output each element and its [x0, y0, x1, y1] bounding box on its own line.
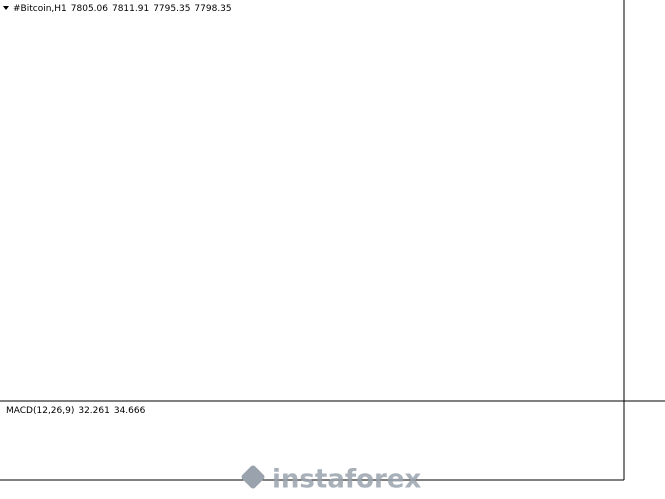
menu-triangle [3, 6, 9, 10]
macd-title: MACD(12,26,9) [6, 406, 74, 416]
macd-value: 32.261 [78, 406, 110, 416]
last-open: 7805.06 [71, 4, 108, 14]
watermark-logo [241, 465, 265, 489]
macd-header: MACD(12,26,9) 32.261 34.666 [6, 406, 146, 416]
header: #Bitcoin,H1 7805.06 7811.91 7795.35 7798.35 [13, 4, 232, 14]
signal-value: 34.666 [114, 406, 146, 416]
watermark-text: instaforex [272, 465, 422, 495]
symbol: #Bitcoin,H1 [13, 4, 67, 14]
last-low: 7795.35 [153, 4, 190, 14]
last-close: 7798.35 [194, 4, 231, 14]
last-high: 7811.91 [112, 4, 149, 14]
watermark: instaforex [241, 465, 422, 495]
